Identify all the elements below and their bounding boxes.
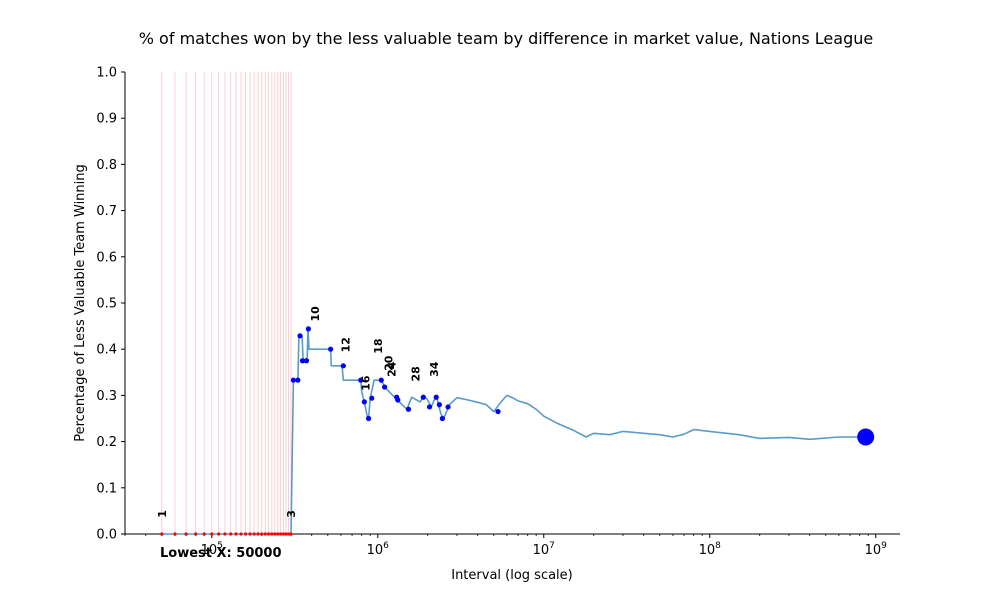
- zero-point: [184, 532, 188, 536]
- x-tick-label: 106: [367, 541, 390, 558]
- zero-point: [173, 532, 177, 536]
- zero-point: [273, 532, 277, 536]
- zero-point: [248, 532, 252, 536]
- data-point: [328, 346, 334, 352]
- count-annotation: 12: [340, 337, 353, 352]
- y-tick-label: 0.6: [96, 250, 117, 265]
- lowest-x-label: Lowest X: 50000: [160, 546, 282, 561]
- chart-title: % of matches won by the less valuable te…: [139, 29, 873, 48]
- zero-point: [244, 532, 248, 536]
- data-point: [295, 377, 301, 383]
- zero-point: [267, 532, 271, 536]
- data-point: [378, 377, 384, 383]
- zero-point: [260, 532, 264, 536]
- zero-point: [217, 532, 221, 536]
- count-annotation: 28: [410, 366, 423, 381]
- count-annotation: 34: [428, 361, 441, 377]
- zero-point: [286, 532, 291, 536]
- zero-point: [234, 532, 238, 536]
- data-point: [303, 358, 310, 364]
- data-point: [439, 415, 445, 422]
- data-point: [297, 333, 303, 339]
- zero-point: [281, 532, 285, 536]
- zero-point: [252, 532, 256, 536]
- zero-point: [160, 532, 164, 536]
- data-point: [395, 397, 401, 403]
- data-point: [433, 394, 439, 400]
- y-tick-label: 0.8: [96, 158, 117, 173]
- zero-point: [202, 532, 206, 536]
- x-tick-label: 108: [699, 541, 722, 558]
- data-point: [369, 395, 375, 401]
- y-tick-label: 0.0: [96, 528, 117, 543]
- y-tick-label: 0.9: [96, 112, 117, 127]
- count-annotation: 3: [285, 510, 298, 518]
- x-axis-label: Interval (log scale): [451, 568, 573, 583]
- zero-point: [284, 532, 288, 536]
- count-annotation: 24: [386, 361, 399, 377]
- y-axis-label: Percentage of Less Valuable Team Winning: [73, 164, 88, 442]
- plot-area: 0.0 0.1 0.2 0.3 0.4 0.5 0.6 0.7 0.8 0.9 1.0 105 106 1…: [96, 66, 900, 558]
- series-line: [161, 328, 866, 535]
- data-point: [382, 384, 388, 390]
- data-point: [436, 402, 442, 408]
- y-tick-label: 0.1: [96, 481, 117, 496]
- zero-point: [223, 532, 227, 536]
- data-point: [405, 406, 412, 412]
- zero-point: [194, 532, 198, 536]
- data-point: [361, 399, 367, 405]
- data-point: [495, 408, 501, 415]
- y-tick-label: 0.7: [96, 204, 117, 219]
- data-point: [299, 358, 306, 364]
- zero-point: [239, 532, 243, 536]
- data-point: [445, 404, 451, 410]
- data-point: [290, 377, 296, 383]
- zero-point: [210, 532, 214, 536]
- y-tick-label: 0.4: [96, 343, 117, 358]
- zero-point: [263, 532, 267, 536]
- zero-point: [289, 532, 293, 536]
- x-tick-label: 109: [865, 541, 888, 558]
- y-tick-label: 0.2: [96, 435, 117, 450]
- y-tick-label: 0.3: [96, 389, 117, 404]
- count-annotation: 10: [309, 306, 322, 322]
- data-point: [340, 363, 346, 369]
- zero-point: [279, 532, 283, 536]
- data-point: [426, 404, 433, 410]
- zero-point: [256, 532, 260, 536]
- zero-point: [270, 532, 274, 536]
- count-annotation: 1: [156, 510, 169, 518]
- y-tick-label: 1.0: [96, 66, 117, 81]
- data-point: [305, 326, 312, 332]
- data-point: [420, 394, 426, 400]
- data-point: [358, 377, 364, 383]
- y-tick-label: 0.5: [96, 297, 117, 312]
- x-tick-label: 107: [533, 541, 555, 558]
- x-tick-label: 105: [201, 541, 223, 558]
- zero-point: [229, 532, 233, 536]
- data-point: [365, 415, 372, 422]
- count-annotation: 16: [360, 375, 373, 391]
- final-point: [857, 428, 875, 446]
- zero-point: [276, 532, 280, 536]
- count-annotation: 18: [372, 338, 385, 353]
- count-annotation: 20: [383, 355, 396, 371]
